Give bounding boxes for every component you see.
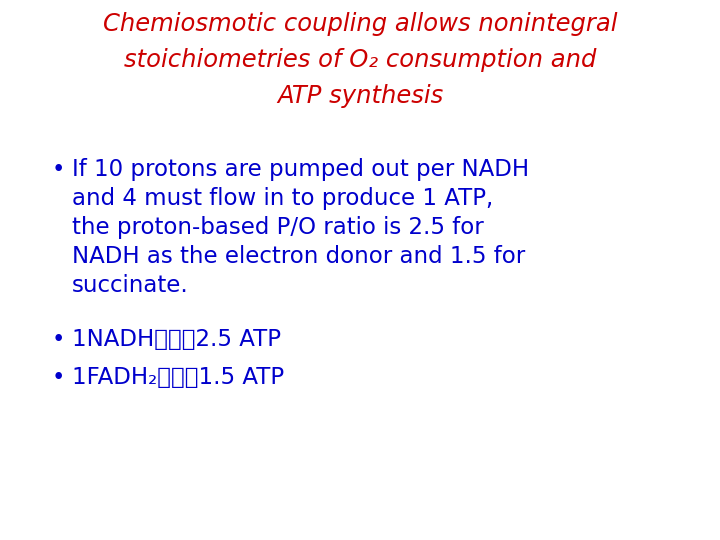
- Text: 1NADH可產生2.5 ATP: 1NADH可產生2.5 ATP: [72, 328, 281, 351]
- Text: succinate.: succinate.: [72, 274, 189, 297]
- Text: ATP synthesis: ATP synthesis: [277, 84, 443, 108]
- Text: stoichiometries of O₂ consumption and: stoichiometries of O₂ consumption and: [124, 48, 596, 72]
- Text: NADH as the electron donor and 1.5 for: NADH as the electron donor and 1.5 for: [72, 245, 526, 268]
- Text: the proton-based P/O ratio is 2.5 for: the proton-based P/O ratio is 2.5 for: [72, 216, 484, 239]
- Text: If 10 protons are pumped out per NADH: If 10 protons are pumped out per NADH: [72, 158, 529, 181]
- Text: •: •: [52, 158, 66, 181]
- Text: Chemiosmotic coupling allows nonintegral: Chemiosmotic coupling allows nonintegral: [103, 12, 617, 36]
- Text: •: •: [52, 328, 66, 351]
- Text: and 4 must flow in to produce 1 ATP,: and 4 must flow in to produce 1 ATP,: [72, 187, 493, 210]
- Text: •: •: [52, 366, 66, 389]
- Text: 1FADH₂可產生1.5 ATP: 1FADH₂可產生1.5 ATP: [72, 366, 284, 389]
